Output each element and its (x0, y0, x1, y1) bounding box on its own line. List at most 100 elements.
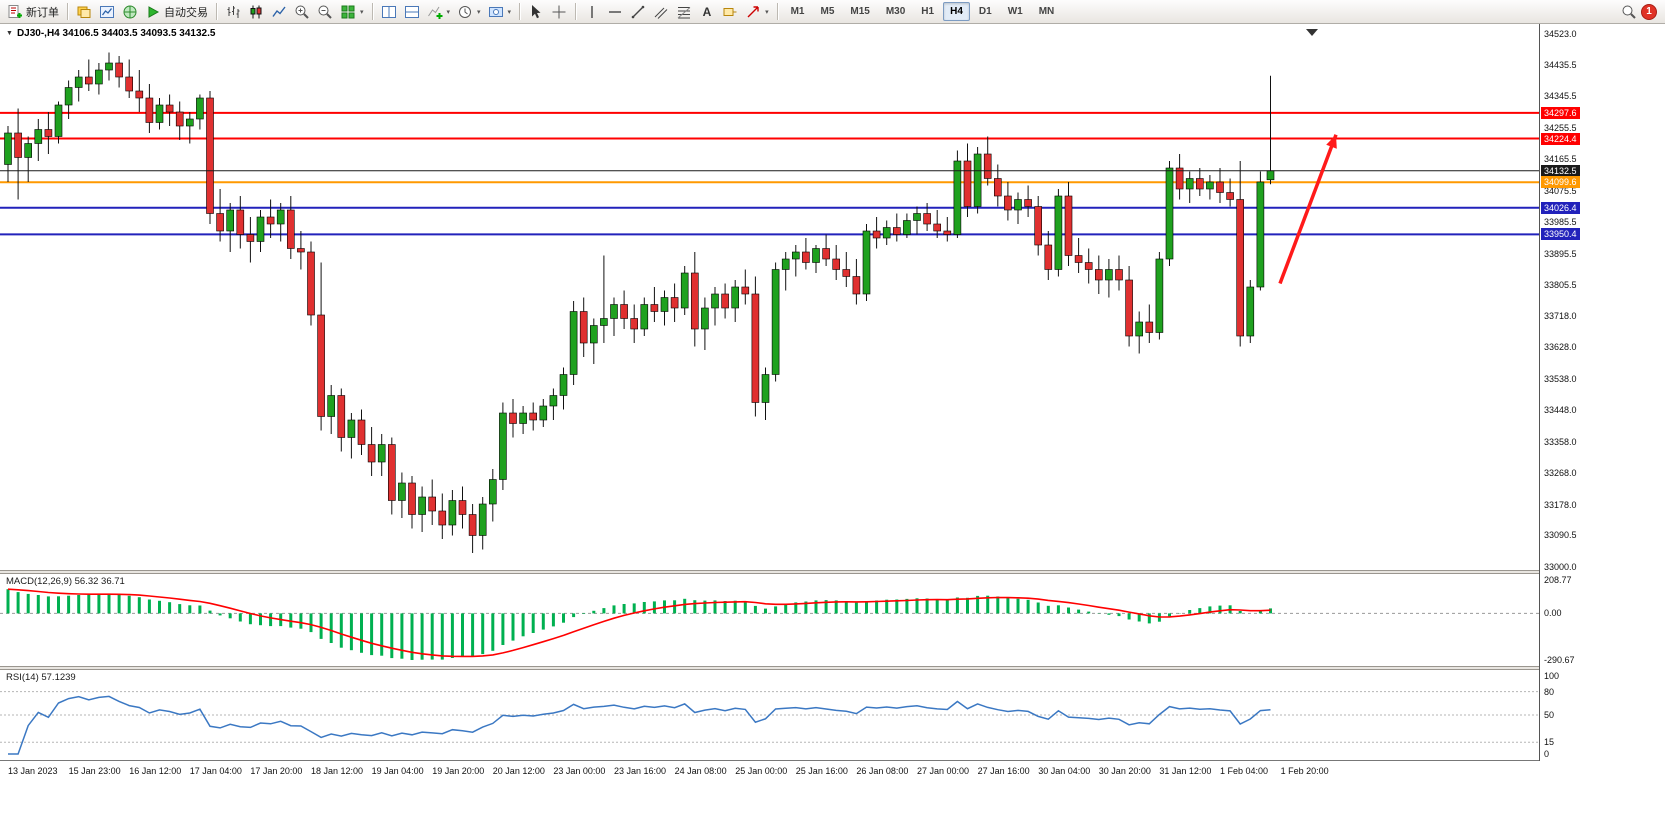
fibonacci-button[interactable] (673, 2, 695, 22)
price-axis-label: 34523.0 (1544, 29, 1577, 39)
time-axis-label: 30 Jan 20:00 (1098, 766, 1151, 776)
time-axis-label: 17 Jan 04:00 (189, 766, 242, 776)
time-axis-label: 17 Jan 20:00 (250, 766, 303, 776)
navigator-button[interactable] (119, 2, 141, 22)
cursor-icon (532, 4, 541, 18)
periods-button[interactable]: ▾ (454, 2, 484, 22)
trendline-icon (631, 5, 645, 18)
macd-panel[interactable] (0, 574, 1539, 666)
zoom-out-button[interactable] (314, 2, 336, 22)
crosshair-icon (552, 5, 566, 18)
price-axis-label: 34165.5 (1544, 154, 1577, 165)
price-axis-label: 33718.0 (1544, 310, 1577, 321)
templates-button[interactable]: ▾ (485, 2, 515, 22)
time-axis-label: 1 Feb 04:00 (1220, 766, 1269, 776)
time-axis[interactable]: 13 Jan 2023 15 Jan 23:00 16 Jan 12:00 17 Ja… (0, 761, 1665, 785)
timeframe-m1[interactable]: M1 (790, 6, 805, 17)
timeframe-w1[interactable]: W1 (1007, 6, 1023, 17)
trendline-button[interactable] (627, 2, 649, 22)
new-order-label: 新订单 (26, 6, 59, 19)
tile-horizontal-button[interactable] (401, 2, 423, 22)
new-order-icon (8, 4, 22, 18)
cursor-button[interactable] (525, 2, 547, 22)
price-axis-label: 33358.0 (1544, 436, 1577, 447)
timeframe-m15[interactable]: M15 (850, 6, 870, 17)
timeframe-h1[interactable]: H1 (921, 6, 935, 17)
timeframe-h4[interactable]: H4 (943, 2, 970, 21)
chevron-down-icon: ▾ (765, 8, 769, 16)
chevron-down-icon: ▾ (507, 8, 512, 16)
line-chart-icon (272, 6, 286, 17)
time-axis-label: 25 Jan 00:00 (735, 766, 788, 776)
price-scale[interactable]: 34523.0 34435.5 34345.5 34255.5 34165.5 34075… (1540, 24, 1665, 761)
main-chart[interactable] (0, 24, 1539, 570)
label-button[interactable] (719, 2, 741, 22)
chevron-down-icon: ▾ (360, 8, 364, 16)
indicators-button[interactable]: ▾ (424, 2, 454, 22)
price-axis-label: 33805.5 (1544, 280, 1577, 291)
price-badge: 34026.4 (1541, 201, 1580, 214)
channel-icon (654, 7, 668, 19)
line-chart-button[interactable] (268, 2, 290, 22)
search-button[interactable] (1618, 2, 1640, 22)
time-axis-label: 16 Jan 12:00 (129, 766, 182, 776)
separator (575, 3, 577, 20)
separator (371, 3, 373, 20)
candlestick-chart-icon (250, 5, 262, 18)
time-axis-label: 30 Jan 04:00 (1038, 766, 1091, 776)
timeframe-d1[interactable]: D1 (978, 6, 992, 17)
channel-button[interactable] (650, 2, 672, 22)
price-axis-label: 33538.0 (1544, 373, 1577, 384)
chart-title-text: DJ30-,H4 34106.5 34403.5 34093.5 34132.5 (16, 28, 216, 39)
price-badge: 34224.4 (1541, 132, 1580, 145)
panel-splitter[interactable] (0, 570, 1665, 574)
price-axis-label: 80 (1544, 686, 1555, 697)
market-watch-icon (77, 6, 91, 18)
text-button[interactable]: A (696, 2, 718, 22)
tile-horizontal-icon (404, 5, 419, 18)
cascade-windows-icon (381, 5, 396, 18)
one-click-trading-toggle-icon[interactable]: ▼ (6, 30, 13, 37)
arrows-button[interactable]: ▾ (742, 2, 772, 22)
indicators-add-icon (427, 6, 443, 19)
cascade-windows-button[interactable] (378, 2, 400, 22)
zoom-in-button[interactable] (291, 2, 313, 22)
separator (776, 3, 778, 20)
candlestick-chart-button[interactable] (245, 2, 267, 22)
tile-windows-button[interactable]: ▾ (337, 2, 367, 22)
crosshair-button[interactable] (548, 2, 570, 22)
time-axis-label: 31 Jan 12:00 (1159, 766, 1212, 776)
time-axis-label: 26 Jan 08:00 (856, 766, 909, 776)
price-badge: 34132.5 (1541, 164, 1580, 177)
auto-trading-button[interactable]: 自动交易 (142, 2, 211, 22)
time-axis-label: 19 Jan 20:00 (432, 766, 485, 776)
data-window-icon (100, 5, 114, 18)
auto-trading-label: 自动交易 (164, 6, 208, 19)
price-axis-label: 208.77 (1544, 575, 1572, 585)
label-icon (723, 7, 737, 16)
toolbar: 新订单 自动交易 (0, 0, 1665, 24)
timeframe-bar: M1 M5 M15 M30 H1 H4 D1 W1 MN (783, 2, 1063, 21)
time-axis-label: 23 Jan 16:00 (614, 766, 667, 776)
chevron-down-icon: ▾ (477, 8, 481, 16)
search-icon (1622, 5, 1636, 19)
new-order-button[interactable]: 新订单 (4, 2, 62, 22)
price-axis-label: 15 (1544, 737, 1555, 748)
bar-chart-button[interactable] (222, 2, 244, 22)
horizontal-line-button[interactable] (604, 2, 626, 22)
separator (519, 3, 521, 20)
data-window-button[interactable] (96, 2, 118, 22)
notification-badge[interactable]: 1 (1641, 3, 1657, 20)
timeframe-m30[interactable]: M30 (885, 6, 906, 17)
chart-title: ▼ DJ30-,H4 34106.5 34403.5 34093.5 34132… (6, 28, 215, 39)
vertical-line-button[interactable] (581, 2, 603, 22)
panel-splitter[interactable] (0, 666, 1665, 670)
market-watch-button[interactable] (73, 2, 95, 22)
time-axis-border (0, 760, 1665, 761)
timeframe-mn[interactable]: MN (1038, 6, 1055, 17)
rsi-panel[interactable] (0, 670, 1539, 760)
separator (216, 3, 217, 20)
price-axis-label: 0.00 (1544, 608, 1562, 619)
timeframe-m5[interactable]: M5 (820, 6, 835, 17)
price-axis-label: 33448.0 (1544, 405, 1577, 416)
